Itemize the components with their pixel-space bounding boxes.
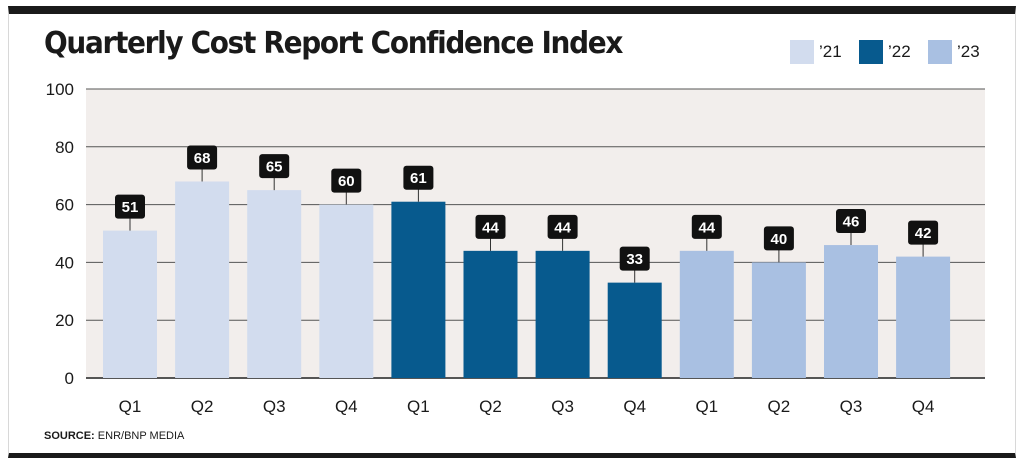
bar <box>391 201 446 378</box>
bar <box>247 190 302 378</box>
legend-label-2023: ’23 <box>957 42 980 61</box>
source-label: SOURCE: <box>44 430 95 442</box>
legend-swatch-2021 <box>790 40 814 64</box>
data-label-box <box>836 209 866 234</box>
data-label: 44 <box>482 219 499 236</box>
data-label: 44 <box>554 219 571 236</box>
bar <box>319 204 374 378</box>
y-tick-label: 60 <box>55 196 74 215</box>
bar <box>679 250 734 378</box>
data-label: 68 <box>194 150 211 167</box>
data-label: 60 <box>338 173 355 190</box>
data-label-box <box>187 145 218 170</box>
bar <box>824 245 878 378</box>
bar <box>607 282 662 378</box>
y-tick-label: 80 <box>55 138 74 157</box>
data-label: 33 <box>626 251 643 268</box>
bar <box>175 181 230 378</box>
data-label-box <box>547 214 578 239</box>
data-label: 46 <box>843 214 860 231</box>
y-tick-label: 0 <box>65 369 74 388</box>
x-tick-label: Q3 <box>263 397 286 416</box>
x-tick-label: Q1 <box>119 397 142 416</box>
data-label: 61 <box>410 170 427 187</box>
x-tick-label: Q4 <box>912 397 935 416</box>
x-tick-label: Q3 <box>551 397 574 416</box>
x-tick-label: Q3 <box>840 397 863 416</box>
x-tick-label: Q2 <box>191 397 214 416</box>
bar <box>103 230 157 378</box>
legend-swatch-2022 <box>859 40 883 64</box>
x-tick-label: Q2 <box>768 397 791 416</box>
bar <box>896 256 951 378</box>
data-label: 42 <box>915 225 932 242</box>
data-label-box <box>259 154 290 179</box>
x-tick-label: Q1 <box>407 397 430 416</box>
x-tick-label: Q1 <box>695 397 718 416</box>
x-tick-label: Q4 <box>623 397 646 416</box>
y-tick-label: 100 <box>46 80 74 99</box>
legend-swatch-2023 <box>928 40 952 64</box>
data-label: 65 <box>266 159 283 176</box>
legend-label-2022: ’22 <box>888 42 911 61</box>
y-tick-label: 20 <box>55 311 74 330</box>
x-tick-label: Q2 <box>479 397 502 416</box>
source-note: SOURCE: ENR/BNP MEDIA <box>44 430 184 442</box>
data-label-box <box>908 220 939 245</box>
data-label-box <box>763 226 794 251</box>
bar <box>463 250 518 378</box>
y-tick-label: 40 <box>55 253 74 272</box>
data-label-box <box>619 246 650 271</box>
data-label-box <box>403 165 434 190</box>
data-label: 44 <box>698 219 715 236</box>
chart-title: Quarterly Cost Report Confidence Index <box>44 26 623 61</box>
source-text: ENR/BNP MEDIA <box>97 430 185 442</box>
data-label-box <box>475 214 506 239</box>
data-label: 40 <box>771 231 788 248</box>
legend-label-2021: ’21 <box>819 42 842 61</box>
data-label-box <box>691 214 722 239</box>
bar <box>751 262 806 378</box>
bar <box>535 250 590 378</box>
x-tick-label: Q4 <box>335 397 358 416</box>
data-label: 51 <box>122 199 139 216</box>
data-label-box <box>115 194 145 219</box>
data-label-box <box>331 168 362 193</box>
